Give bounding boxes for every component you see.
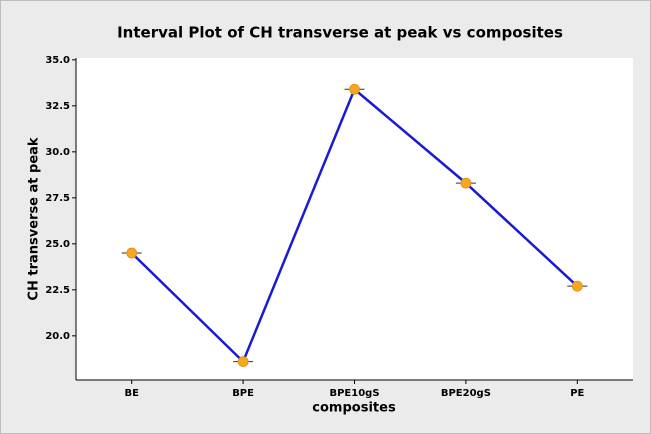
y-tick-label: 27.5	[45, 193, 70, 204]
data-point	[126, 247, 138, 259]
data-point	[571, 280, 583, 292]
y-tick-label: 35.0	[45, 55, 70, 66]
x-tick-label: PE	[570, 388, 584, 399]
y-tick-label: 20.0	[45, 331, 70, 342]
chart-title: Interval Plot of CH transverse at peak v…	[117, 24, 563, 42]
x-tick-label: BPE	[232, 388, 254, 399]
plot-area	[76, 58, 633, 380]
data-point	[460, 177, 472, 189]
x-axis-label: composites	[312, 401, 396, 416]
y-tick-label: 22.5	[45, 285, 70, 296]
x-tick-label: BE	[124, 388, 139, 399]
y-tick-label: 32.5	[45, 101, 70, 112]
x-tick-label: BPE20gS	[441, 388, 491, 399]
data-point	[349, 83, 360, 95]
data-point	[237, 356, 249, 368]
y-tick-label: 30.0	[45, 147, 70, 158]
y-axis-label: CH transverse at peak	[27, 137, 42, 301]
x-tick-label: BPE10gS	[329, 388, 379, 399]
y-tick-label: 25.0	[45, 239, 70, 250]
